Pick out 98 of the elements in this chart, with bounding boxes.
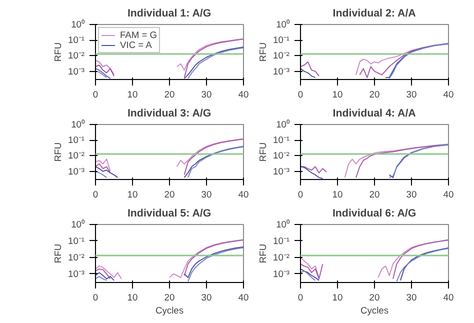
line-series <box>176 38 244 71</box>
legend-label: VIC = A <box>120 40 152 50</box>
chart-title: Individual 2: A/A <box>332 8 416 20</box>
x-tick-label: 10 <box>332 190 343 200</box>
x-tick-label: 30 <box>201 90 212 100</box>
y-tick-label: 10⁻³ <box>68 66 84 76</box>
line-series <box>300 270 316 281</box>
x-axis-title: Cycles <box>156 306 184 316</box>
y-tick-label: 10⁻¹ <box>68 236 84 246</box>
line-series <box>96 70 108 78</box>
y-tick-label: 10⁰ <box>276 20 290 30</box>
x-tick-label: 10 <box>127 90 138 100</box>
line-series <box>96 266 122 280</box>
x-tick-label: 10 <box>127 292 138 302</box>
x-tick-label: 40 <box>443 90 454 100</box>
x-tick-label: 10 <box>332 90 343 100</box>
x-tick-label: 40 <box>443 190 454 200</box>
y-tick-label: 10⁻³ <box>273 66 290 76</box>
y-tick-label: 10⁻² <box>68 252 84 262</box>
y-tick-label: 10⁻² <box>68 150 84 161</box>
line-series <box>378 239 448 278</box>
x-tick-label: 40 <box>443 292 454 302</box>
x-tick-label: 20 <box>369 292 380 302</box>
line-series <box>96 163 111 174</box>
x-tick-label: 20 <box>369 90 380 100</box>
line-series <box>300 166 324 179</box>
y-axis-title: RFU <box>258 244 268 264</box>
y-axis-title: RFU <box>53 42 64 62</box>
x-tick-label: 40 <box>238 190 249 200</box>
line-series <box>96 158 111 172</box>
y-tick-label: 10⁻³ <box>273 268 290 279</box>
y-tick-label: 10⁻³ <box>273 166 290 176</box>
y-tick-label: 10⁻² <box>273 150 290 161</box>
line-series <box>184 138 244 176</box>
y-tick-label: 10⁻² <box>68 50 84 61</box>
x-tick-label: 10 <box>332 292 343 302</box>
x-tick-label: 30 <box>406 292 417 302</box>
line-series <box>96 64 114 77</box>
line-series <box>300 263 324 280</box>
line-series <box>300 61 320 77</box>
chart-title: Individual 4: A/A <box>332 108 416 120</box>
y-tick-label: 10⁻² <box>273 50 290 61</box>
line-series <box>388 144 448 178</box>
x-tick-label: 10 <box>127 190 138 200</box>
x-tick-label: 20 <box>164 90 175 100</box>
y-axis-title: RFU <box>53 244 64 264</box>
y-tick-label: 10⁻¹ <box>68 135 84 146</box>
y-tick-label: 10⁰ <box>276 120 290 130</box>
y-tick-label: 10⁻³ <box>68 268 84 279</box>
y-tick-label: 10⁰ <box>71 220 86 230</box>
y-axis-title: RFU <box>258 42 268 62</box>
line-series <box>184 38 244 78</box>
line-series <box>96 170 108 178</box>
y-tick-label: 10⁻² <box>273 252 290 262</box>
x-tick-label: 30 <box>406 90 417 100</box>
legend-label: FAM = G <box>120 30 158 40</box>
x-tick-label: 20 <box>369 190 380 200</box>
line-series <box>184 239 244 276</box>
line-series <box>169 239 244 278</box>
chart-title: Individual 6: A/G <box>332 208 416 220</box>
chart-title: Individual 3: A/G <box>127 108 212 120</box>
x-axis-title: Cycles <box>360 306 389 316</box>
line-series <box>300 166 327 174</box>
y-tick-label: 10⁰ <box>71 20 86 30</box>
line-series <box>300 268 320 281</box>
chart-title: Individual 5: A/G <box>127 208 212 220</box>
line-series <box>300 68 316 78</box>
y-tick-label: 10⁻¹ <box>273 135 290 146</box>
x-tick-label: 20 <box>164 292 175 302</box>
x-tick-label: 40 <box>238 292 249 302</box>
x-tick-label: 40 <box>238 90 249 100</box>
line-series <box>176 138 244 168</box>
y-axis-title: RFU <box>53 142 64 162</box>
x-tick-label: 20 <box>164 190 175 200</box>
x-tick-label: 0 <box>298 90 304 100</box>
x-tick-label: 0 <box>92 190 98 200</box>
y-tick-label: 10⁻¹ <box>273 236 290 246</box>
line-series <box>392 240 448 280</box>
chart-title: Individual 1: A/G <box>127 8 212 20</box>
x-tick-label: 0 <box>298 292 304 302</box>
y-tick-label: 10⁰ <box>71 120 86 130</box>
line-series <box>96 268 111 280</box>
y-tick-label: 10⁻³ <box>68 166 84 176</box>
y-tick-label: 10⁻¹ <box>68 35 84 46</box>
y-tick-label: 10⁻¹ <box>273 35 290 46</box>
x-tick-label: 0 <box>298 190 304 200</box>
line-series <box>96 166 118 178</box>
x-tick-label: 30 <box>406 190 417 200</box>
y-axis-title: RFU <box>258 142 268 162</box>
line-series <box>96 272 114 281</box>
x-tick-label: 30 <box>201 190 212 200</box>
y-tick-label: 10⁰ <box>276 220 290 230</box>
line-series <box>300 256 320 278</box>
line-series <box>96 68 111 79</box>
line-series <box>96 60 114 76</box>
x-tick-label: 30 <box>201 292 212 302</box>
x-tick-label: 0 <box>92 90 98 100</box>
x-tick-label: 0 <box>92 292 98 302</box>
